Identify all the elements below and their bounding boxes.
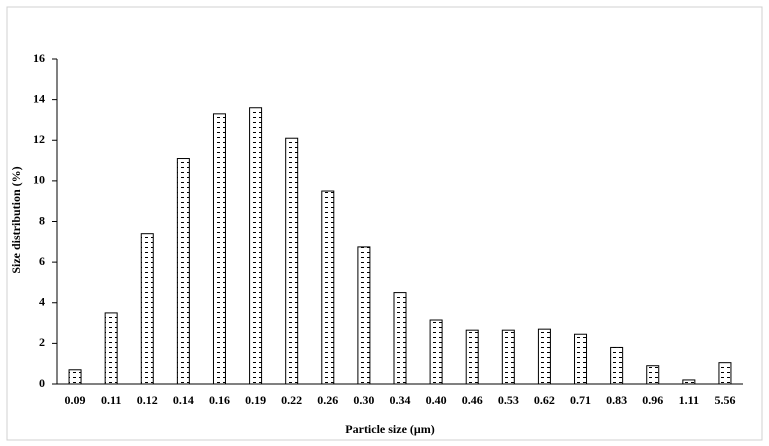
x-tick-label: 0.16: [209, 393, 230, 407]
y-tick-label: 4: [39, 295, 45, 309]
x-tick-label: 0.30: [353, 393, 374, 407]
x-tick-label: 0.62: [534, 393, 555, 407]
bar: [501, 329, 515, 385]
bar: [212, 113, 226, 385]
y-tick-label: 2: [39, 335, 45, 349]
x-tick-label: 0.71: [570, 393, 591, 407]
x-tick-label: 5.56: [714, 393, 735, 407]
y-tick-label: 10: [33, 173, 45, 187]
y-tick-label: 6: [39, 254, 45, 268]
bar: [68, 369, 82, 385]
bar: [610, 346, 624, 385]
bar: [249, 107, 263, 385]
x-tick-label: 0.83: [606, 393, 627, 407]
x-axis-label: Particle size (μm): [345, 422, 434, 436]
bar: [104, 312, 118, 385]
x-tick-label: 0.26: [317, 393, 338, 407]
bar: [574, 333, 588, 385]
bar: [429, 319, 443, 385]
x-tick-label: 0.34: [390, 393, 411, 407]
x-tick-label: 0.14: [173, 393, 194, 407]
bar: [682, 379, 696, 385]
x-tick-label: 1.11: [679, 393, 699, 407]
x-tick-label: 0.19: [245, 393, 266, 407]
y-tick-label: 14: [33, 91, 45, 105]
x-tick-label: 0.53: [498, 393, 519, 407]
chart-frame: [6, 6, 763, 441]
x-tick-label: 0.12: [137, 393, 158, 407]
bar: [140, 233, 154, 385]
bar: [718, 362, 732, 385]
bar: [537, 328, 551, 385]
x-tick-label: 0.09: [65, 393, 86, 407]
y-tick-label: 12: [33, 132, 45, 146]
bar: [646, 365, 660, 385]
y-tick-label: 8: [39, 213, 45, 227]
x-tick-label: 0.46: [462, 393, 483, 407]
bar: [285, 137, 299, 385]
x-tick-label: 0.22: [281, 393, 302, 407]
bar: [393, 292, 407, 385]
bar: [176, 158, 190, 385]
x-tick-label: 0.96: [642, 393, 663, 407]
x-tick-label: 0.11: [101, 393, 121, 407]
y-tick-label: 16: [33, 51, 45, 65]
x-tick-label: 0.40: [426, 393, 447, 407]
y-axis-label: Size distribution (%): [9, 166, 23, 273]
y-tick-label: 0: [39, 376, 45, 390]
bar: [465, 329, 479, 385]
bar: [357, 246, 371, 385]
bar: [321, 190, 335, 385]
